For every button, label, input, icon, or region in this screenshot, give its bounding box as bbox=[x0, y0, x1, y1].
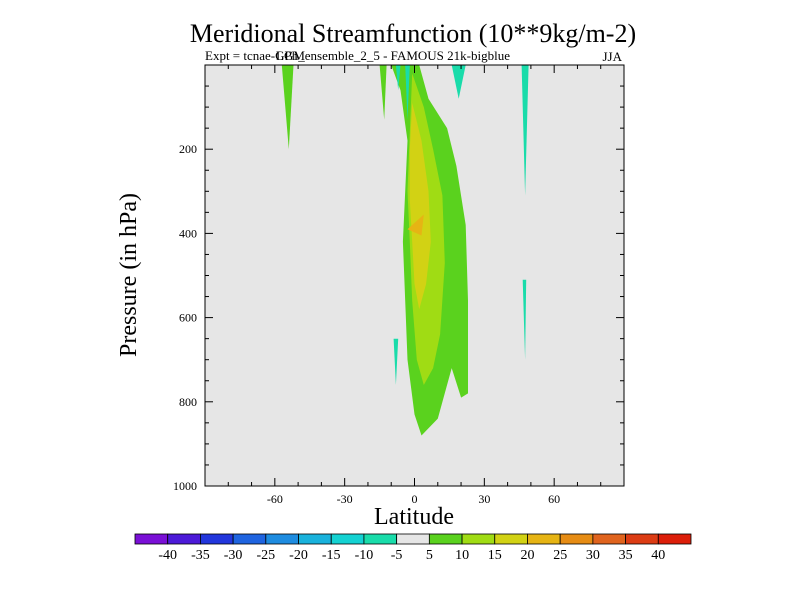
contour-region-1 bbox=[379, 65, 387, 120]
colorbar-swatch bbox=[363, 533, 398, 545]
chart-subtitle-overlap: LGM bbox=[276, 48, 305, 63]
colorbar-label: -35 bbox=[191, 548, 210, 563]
contour-region-11 bbox=[393, 338, 399, 385]
colorbar-label: 35 bbox=[619, 548, 633, 563]
contour-region-7 bbox=[405, 65, 410, 120]
colorbar-swatch bbox=[494, 533, 528, 545]
colorbar-label: -15 bbox=[322, 548, 341, 563]
colorbar-label: -40 bbox=[158, 548, 177, 563]
colorbar-label: -30 bbox=[224, 548, 243, 563]
colorbar-swatch bbox=[396, 533, 430, 545]
colorbar-label: 20 bbox=[521, 548, 535, 563]
x-axis-label: Latitude bbox=[374, 504, 454, 530]
colorbar-swatch bbox=[232, 533, 267, 545]
y-tick-label: 200 bbox=[179, 142, 197, 156]
colorbar-label: 15 bbox=[488, 548, 502, 563]
axis-ticks: -60 -30 0 30 60 200 400 600 800 1000 bbox=[173, 65, 624, 506]
y-tick-label: 600 bbox=[179, 311, 197, 325]
contour-region-5 bbox=[407, 214, 424, 236]
contour-region-4 bbox=[409, 102, 431, 310]
colorbar-swatch bbox=[298, 533, 332, 545]
colorbar-label: -25 bbox=[256, 548, 275, 563]
contour-regions bbox=[281, 65, 529, 436]
x-tick-label: -60 bbox=[267, 492, 283, 506]
colorbar-swatch bbox=[461, 533, 496, 545]
colorbar-swatch bbox=[527, 533, 561, 545]
contour-region-6 bbox=[395, 65, 401, 91]
colorbar-swatch bbox=[657, 533, 692, 545]
contour-region-10 bbox=[522, 279, 527, 360]
colorbar-label: -10 bbox=[355, 548, 374, 563]
colorbar-swatch bbox=[200, 533, 234, 545]
colorbar-label: 5 bbox=[426, 548, 433, 563]
colorbar-label: 40 bbox=[651, 548, 665, 563]
y-tick-label: 800 bbox=[179, 395, 197, 409]
chart-title: Meridional Streamfunction (10**9kg/m-2) bbox=[190, 19, 636, 48]
y-tick-label: 400 bbox=[179, 226, 197, 240]
x-tick-label: -30 bbox=[337, 492, 353, 506]
colorbar-swatch bbox=[592, 533, 626, 545]
colorbar-swatch bbox=[167, 533, 201, 545]
colorbar-swatch bbox=[625, 533, 659, 545]
y-axis-label: Pressure (in hPa) bbox=[116, 193, 142, 357]
x-tick-label: 60 bbox=[548, 492, 560, 506]
colorbar-label: 30 bbox=[586, 548, 600, 563]
colorbar-label: -5 bbox=[391, 548, 403, 563]
season-label: JJA bbox=[602, 49, 622, 64]
colorbar-swatch bbox=[134, 533, 169, 545]
contour-region-9 bbox=[521, 65, 529, 196]
contour-region-0 bbox=[281, 65, 294, 150]
colorbar-swatch bbox=[330, 533, 365, 545]
colorbar-swatch bbox=[265, 533, 299, 545]
y-tick-label: 1000 bbox=[173, 479, 197, 493]
colorbar-swatch bbox=[428, 533, 463, 545]
contour-region-8 bbox=[451, 65, 466, 99]
x-tick-label: 30 bbox=[478, 492, 490, 506]
x-tick-label: 0 bbox=[412, 492, 418, 506]
colorbar-label: 25 bbox=[553, 548, 567, 563]
chart-subtitle: Expt = tcnae-GPh_ensemble_2_5 - FAMOUS 2… bbox=[205, 48, 510, 63]
colorbar-label: 10 bbox=[455, 548, 469, 563]
colorbar-label: -20 bbox=[289, 548, 308, 563]
colorbar: -40 -35 -30 -25 -20 -15 -10 -5 5 10 15 20 25 30 35 40 bbox=[134, 533, 692, 563]
colorbar-swatch bbox=[559, 533, 594, 545]
